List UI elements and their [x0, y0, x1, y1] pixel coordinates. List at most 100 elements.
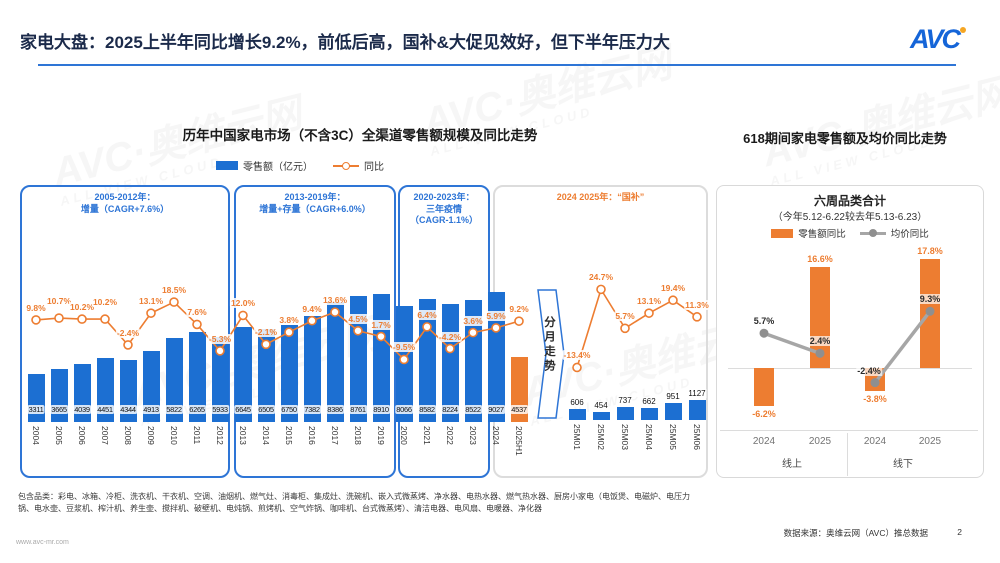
annual-bar	[50, 369, 68, 422]
monthly-bar-value: 951	[665, 391, 681, 401]
annual-bar-value: 3665	[50, 405, 68, 414]
category-footnote: 包含品类：彩电、冰箱、冷柜、洗衣机、干衣机、空调、油烟机、燃气灶、消毒柜、集成灶…	[18, 492, 690, 513]
annual-yoy-label: 5.9%	[485, 310, 507, 321]
monthly-axis-label: 25M01	[572, 424, 582, 450]
legend-retail: 零售额（亿元）	[216, 158, 313, 173]
r618-price-label: -2.4%	[856, 365, 882, 376]
left-chart-legend: 零售额（亿元） 同比	[20, 158, 580, 173]
monthly-trend-arrow-label: 分月走势	[543, 316, 555, 374]
annual-axis-label: 2006	[77, 426, 87, 445]
right-chart-title: 618期间家电零售额及均价同比走势	[743, 131, 947, 146]
period-box-label: 2020-2023年： 三年疫情 （CAGR-1.1%）	[409, 192, 478, 226]
legend-retail-yoy: 零售额同比	[771, 226, 846, 240]
avc-logo: AVC	[910, 24, 966, 55]
annual-bar	[326, 301, 344, 422]
legend-retail-label: 零售额（亿元）	[243, 162, 313, 173]
annual-yoy-label: -2.4%	[115, 327, 141, 338]
annual-bar-value: 8386	[326, 405, 344, 414]
r618-group-label: 线下	[893, 459, 913, 470]
r618-group-label: 线上	[782, 459, 802, 470]
monthly-yoy-label: 19.4%	[659, 283, 687, 294]
monthly-bar-value: 454	[593, 400, 609, 410]
annual-axis-label: 2021	[422, 426, 432, 445]
annual-yoy-label: 9.2%	[508, 304, 530, 315]
annual-bar	[142, 351, 160, 422]
annual-bar-value: 9027	[487, 405, 505, 414]
avc-logo-dot-icon	[960, 27, 966, 33]
annual-bar-value: 8582	[418, 405, 436, 414]
right-box-title: 六周品类合计	[813, 194, 886, 208]
monthly-yoy-label: 11.3%	[684, 299, 710, 310]
annual-axis-label: 2007	[100, 426, 110, 445]
monthly-yoy-label: 24.7%	[587, 272, 615, 283]
monthly-axis-label: 25M04	[644, 424, 654, 450]
left-chart-title: 历年中国家电市场（不含3C）全渠道零售额规模及同比走势	[182, 128, 538, 143]
annual-bar-value: 4344	[119, 405, 137, 414]
annual-axis-label: 2009	[146, 426, 156, 445]
annual-yoy-label: -4.2%	[437, 331, 463, 342]
annual-yoy-label: 18.5%	[160, 285, 188, 296]
monthly-yoy-label: -13.4%	[562, 350, 592, 361]
annual-axis-label: 2013	[238, 426, 248, 445]
annual-axis-label: 2005	[54, 426, 64, 445]
monthly-bar-value: 1127	[687, 388, 707, 398]
monthly-axis-label: 25M02	[596, 424, 606, 450]
annual-yoy-label: 3.6%	[462, 315, 484, 326]
annual-bar-value: 8066	[395, 405, 413, 414]
annual-bar-value: 6750	[280, 405, 298, 414]
annual-bar-value: 5933	[211, 405, 229, 414]
annual-bar-value: 8522	[464, 405, 482, 414]
monthly-yoy-label: 5.7%	[614, 311, 636, 322]
r618-price-label: 5.7%	[752, 316, 776, 327]
right-zero-axis	[728, 368, 972, 369]
monthly-bar	[640, 408, 658, 420]
legend-price-yoy-label: 均价同比	[890, 229, 929, 240]
r618-year-label: 2024	[863, 436, 887, 447]
annual-yoy-label: 13.6%	[321, 295, 349, 306]
monthly-bar-value: 662	[641, 397, 657, 407]
annual-axis-label: 2025H1	[514, 426, 524, 456]
line-swatch-icon	[333, 161, 359, 170]
right-axis-divider-v	[847, 433, 848, 476]
period-box-label: 2024 2025年：“国补”	[556, 192, 645, 202]
annual-yoy-label: 10.2%	[91, 297, 119, 308]
r618-bar-label: 17.8%	[917, 246, 943, 257]
r618-price-label: 2.4%	[808, 336, 832, 347]
annual-axis-label: 2024	[491, 426, 501, 445]
r618-bar	[920, 259, 940, 368]
annual-bar-value: 8761	[349, 405, 367, 414]
annual-yoy-label: 12.0%	[229, 298, 257, 309]
annual-bar-value: 3311	[27, 405, 45, 414]
r618-price-label: 9.3%	[918, 294, 942, 305]
annual-bar	[372, 294, 390, 422]
right-chart-legend: 零售额同比 均价同比	[716, 226, 984, 240]
period-box-label: 2013-2019年： 增量+存量（CAGR+6.0%）	[259, 192, 371, 214]
gray-line-swatch-icon	[859, 228, 886, 237]
page-number: 2	[957, 527, 962, 537]
annual-bar-value: 8910	[372, 405, 390, 414]
annual-axis-label: 2011	[192, 426, 202, 445]
period-box-label: 2005-2012年： 增量（CAGR+7.6%）	[80, 192, 170, 214]
annual-axis-label: 2019	[376, 426, 386, 445]
annual-bar-value: 7382	[303, 405, 321, 414]
r618-year-label: 2024	[752, 436, 776, 447]
r618-year-label: 2025	[808, 436, 832, 447]
title-underline	[38, 64, 956, 66]
annual-bar-value: 4451	[96, 405, 114, 414]
annual-axis-label: 2012	[215, 426, 225, 445]
data-source: 数据来源：奥维云网（AVC）推总数据	[783, 528, 928, 538]
annual-yoy-label: 9.4%	[301, 303, 323, 314]
monthly-bar	[616, 406, 634, 420]
annual-yoy-label: 1.7%	[370, 319, 392, 330]
annual-yoy-label: 7.6%	[186, 307, 208, 318]
r618-bar-label: -6.2%	[752, 408, 776, 419]
annual-yoy-label: 10.7%	[45, 296, 73, 307]
annual-axis-label: 2017	[330, 426, 340, 445]
annual-bar-value: 6645	[234, 405, 252, 414]
annual-yoy-label: 9.8%	[25, 302, 47, 313]
annual-bar	[27, 374, 45, 422]
r618-bar-label: 16.6%	[807, 253, 833, 264]
annual-axis-label: 2015	[284, 426, 294, 445]
r618-bar-label: -3.8%	[863, 394, 887, 405]
